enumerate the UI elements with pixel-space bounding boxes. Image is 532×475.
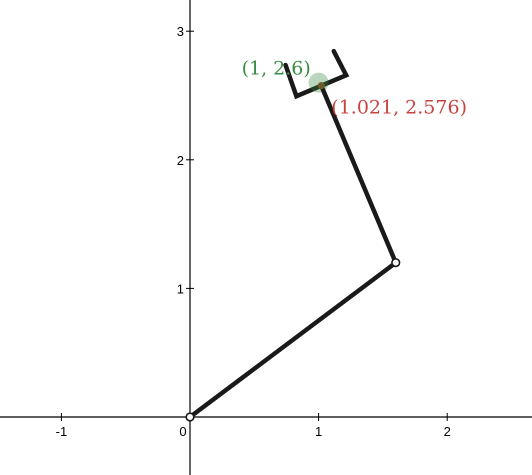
- arm-link-upper: [187, 260, 399, 420]
- target-coordinate-label: (1, 2.6): [242, 58, 311, 80]
- arm-link-lower: [319, 83, 399, 265]
- base-joint[interactable]: [185, 412, 195, 422]
- x-tick-label: 2: [444, 424, 451, 439]
- y-tick-label: 1: [177, 281, 184, 296]
- elbow-joint[interactable]: [391, 258, 401, 268]
- origin-label: 0: [179, 424, 186, 439]
- axis-ticks: -1 1 2 1 2 3: [56, 24, 451, 439]
- wrist-point[interactable]: [317, 82, 325, 90]
- wrist-coordinate-label: (1.021, 2.576): [331, 97, 467, 119]
- y-tick-label: 3: [177, 24, 184, 39]
- y-tick-label: 2: [177, 153, 184, 168]
- target-point-highlight[interactable]: [308, 72, 329, 93]
- x-tick-label: 1: [315, 424, 322, 439]
- x-tick-label: -1: [56, 424, 68, 439]
